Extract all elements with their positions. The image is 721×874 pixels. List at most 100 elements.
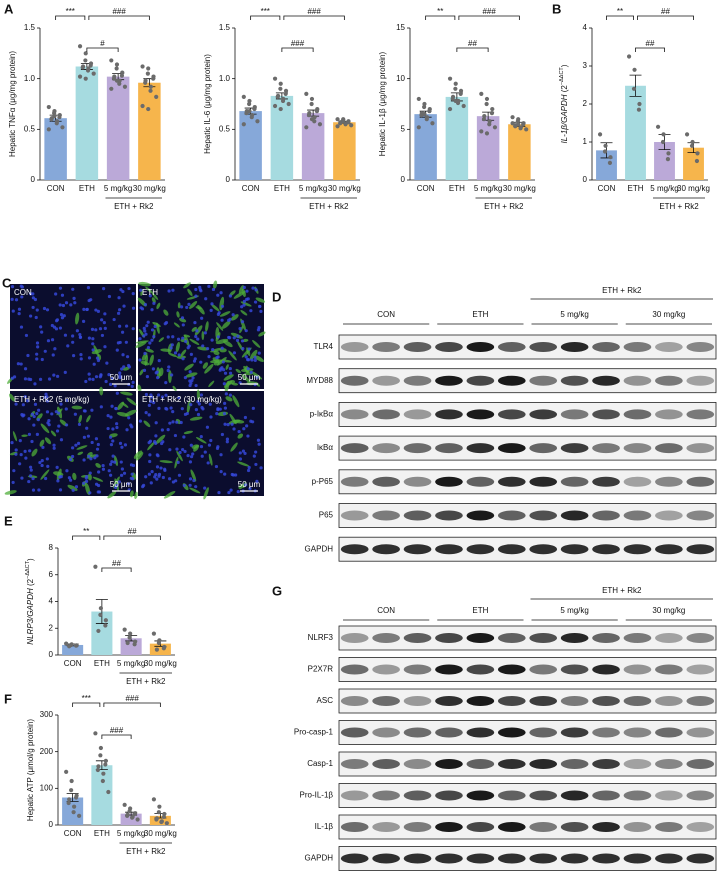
nucleus bbox=[26, 353, 30, 358]
nucleus bbox=[154, 434, 158, 438]
band bbox=[592, 633, 620, 643]
nucleus bbox=[68, 457, 73, 462]
nucleus bbox=[40, 357, 44, 362]
band bbox=[529, 759, 558, 769]
band bbox=[466, 409, 495, 420]
nucleus bbox=[54, 410, 58, 414]
data-point bbox=[109, 58, 114, 63]
x-tick-label: 5 mg/kg bbox=[474, 184, 502, 193]
band bbox=[340, 476, 369, 487]
nucleus bbox=[220, 432, 224, 437]
data-point bbox=[518, 126, 523, 131]
nucleus bbox=[182, 435, 186, 439]
nucleus bbox=[166, 428, 170, 432]
stain bbox=[225, 364, 229, 370]
data-point bbox=[120, 70, 125, 75]
data-point bbox=[117, 81, 122, 86]
data-point bbox=[422, 112, 427, 117]
nucleus bbox=[254, 288, 258, 292]
data-point bbox=[122, 802, 127, 807]
nucleus bbox=[167, 289, 171, 293]
band bbox=[529, 790, 558, 801]
scale-label: 50 μm bbox=[110, 373, 133, 382]
nucleus bbox=[76, 441, 81, 445]
nucleus bbox=[31, 488, 36, 492]
band bbox=[466, 822, 495, 832]
stain bbox=[129, 490, 134, 498]
nucleus bbox=[219, 291, 223, 295]
nucleus bbox=[231, 313, 235, 317]
stain bbox=[4, 490, 17, 495]
y-tick-label: 300 bbox=[40, 710, 54, 719]
band bbox=[592, 409, 620, 420]
nucleus bbox=[120, 467, 124, 471]
nucleus bbox=[37, 408, 41, 412]
band bbox=[372, 853, 400, 864]
nucleus bbox=[214, 464, 219, 469]
nucleus bbox=[59, 402, 63, 406]
blot-label: p-P65 bbox=[312, 477, 334, 486]
data-point bbox=[154, 94, 159, 100]
nucleus bbox=[189, 455, 194, 459]
nucleus bbox=[125, 428, 129, 432]
nucleus bbox=[232, 351, 237, 355]
significance-bracket bbox=[103, 535, 161, 540]
stain bbox=[191, 444, 199, 449]
stain bbox=[78, 414, 83, 424]
band bbox=[340, 759, 369, 769]
data-point bbox=[128, 631, 133, 636]
nucleus bbox=[25, 399, 30, 403]
nucleus bbox=[192, 478, 196, 483]
nucleus bbox=[188, 370, 192, 374]
nucleus bbox=[122, 471, 127, 475]
stain bbox=[120, 391, 133, 396]
nucleus bbox=[81, 319, 86, 324]
data-point bbox=[71, 810, 76, 815]
data-point bbox=[247, 101, 252, 107]
stain bbox=[77, 451, 84, 456]
data-point bbox=[304, 125, 309, 130]
data-point bbox=[430, 121, 435, 126]
stain bbox=[138, 281, 151, 287]
data-point bbox=[603, 143, 608, 148]
stain bbox=[95, 462, 101, 468]
group-label: ETH + Rk2 bbox=[114, 202, 154, 211]
nucleus bbox=[203, 450, 207, 454]
x-tick-label: 30 mg/kg bbox=[144, 659, 177, 668]
image-caption: CON bbox=[14, 288, 32, 297]
nucleus bbox=[54, 292, 58, 296]
nucleus bbox=[72, 353, 76, 358]
nucleus bbox=[41, 445, 45, 449]
band bbox=[403, 544, 432, 555]
band bbox=[623, 375, 652, 386]
nucleus bbox=[223, 472, 227, 476]
data-point bbox=[154, 817, 159, 822]
band bbox=[340, 696, 369, 706]
data-point bbox=[130, 815, 135, 820]
band bbox=[529, 409, 558, 420]
nucleus bbox=[90, 440, 94, 445]
stain bbox=[174, 456, 179, 469]
data-point bbox=[127, 808, 132, 814]
band bbox=[592, 696, 620, 706]
data-point bbox=[119, 73, 125, 78]
x-tick-label: CON bbox=[598, 184, 616, 193]
band bbox=[435, 510, 463, 521]
nucleus bbox=[209, 438, 213, 443]
band bbox=[592, 664, 620, 675]
group-label: ETH + Rk2 bbox=[126, 677, 166, 686]
nucleus bbox=[193, 321, 197, 325]
nucleus bbox=[144, 411, 148, 415]
stain bbox=[159, 460, 173, 464]
data-point bbox=[98, 753, 103, 758]
nucleus bbox=[188, 383, 192, 388]
data-point bbox=[98, 745, 103, 751]
nucleus bbox=[131, 477, 135, 481]
data-point bbox=[602, 149, 608, 154]
bar bbox=[414, 114, 437, 180]
blot-label: MYD88 bbox=[306, 376, 333, 385]
nucleus bbox=[152, 301, 156, 305]
nucleus bbox=[223, 401, 227, 405]
nucleus bbox=[44, 392, 48, 396]
data-point bbox=[631, 86, 637, 91]
